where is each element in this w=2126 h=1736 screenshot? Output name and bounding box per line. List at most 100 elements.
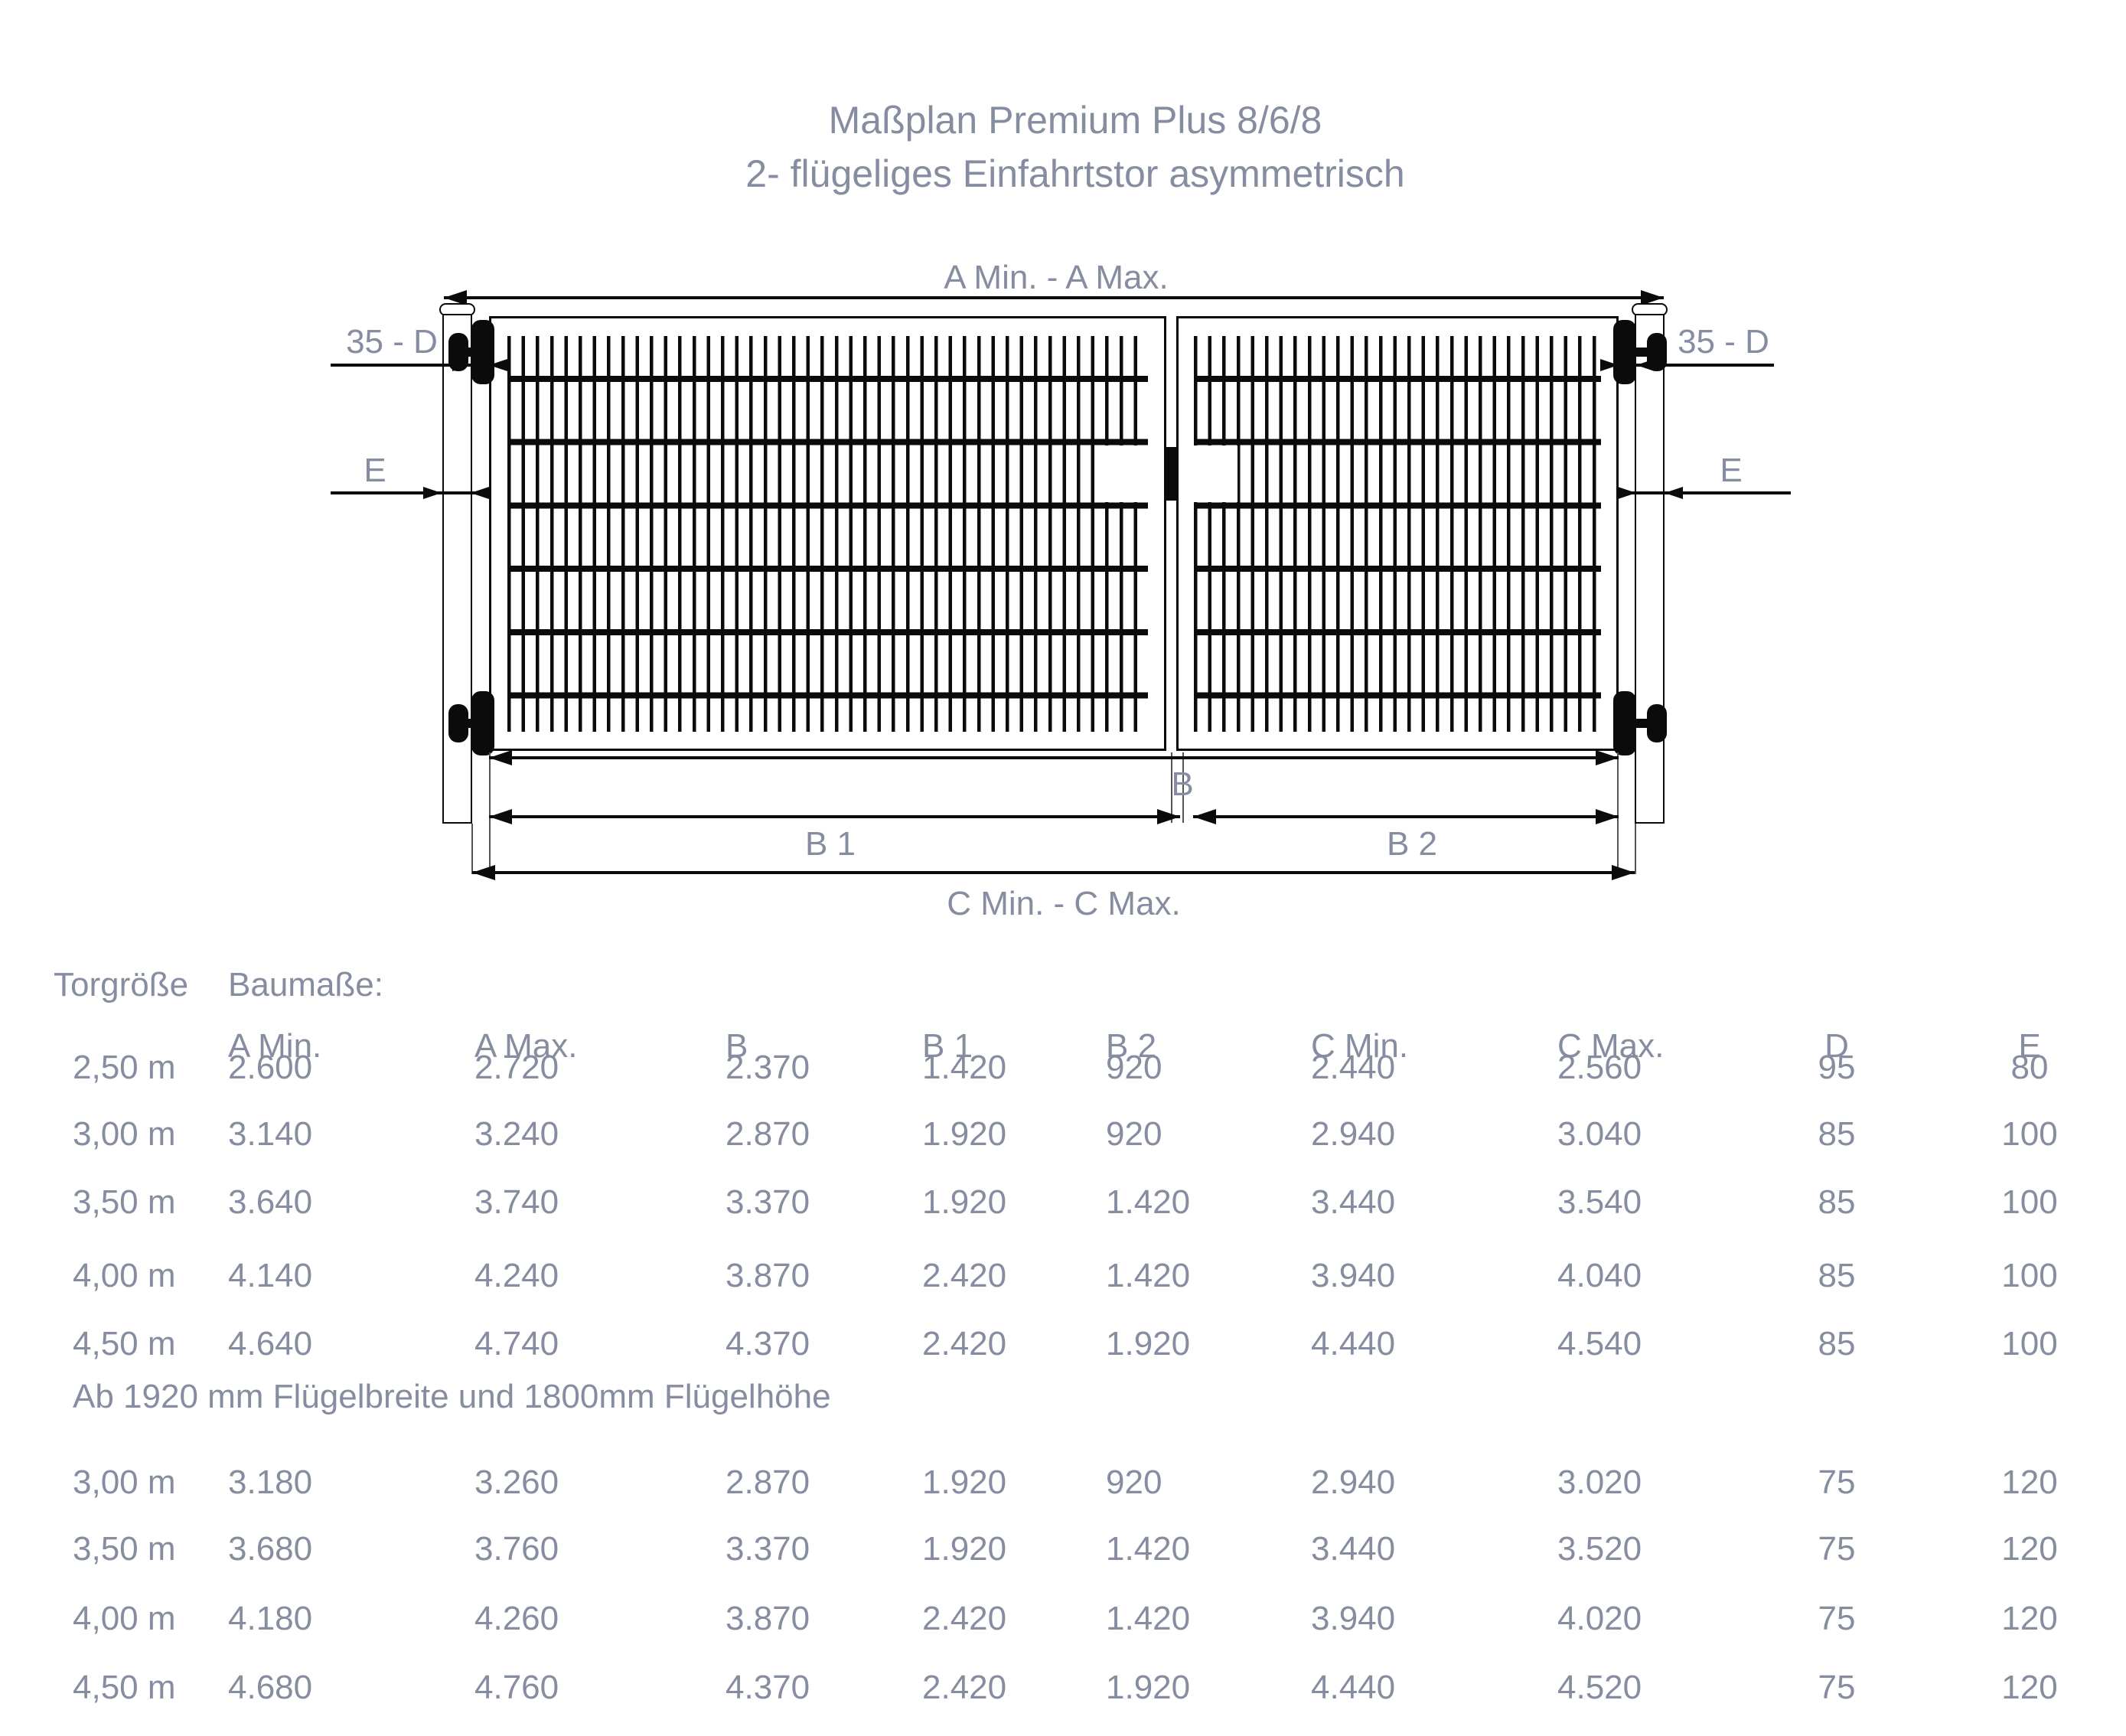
table-value: 4.020 xyxy=(1557,1600,1642,1637)
table-value: 4.440 xyxy=(1311,1669,1396,1706)
table-value: 4.760 xyxy=(474,1669,559,1706)
row-size-label: 4,50 m xyxy=(73,1669,176,1706)
table-value: 4.680 xyxy=(228,1669,313,1706)
dim-line-hinge-left xyxy=(331,364,496,367)
arrowhead-icon xyxy=(1612,865,1635,880)
table-value: 4.370 xyxy=(726,1325,810,1362)
table-value: 2.420 xyxy=(922,1600,1007,1637)
table-value: 1.420 xyxy=(1106,1530,1191,1568)
dim-label-b1: B 1 xyxy=(804,825,856,863)
table-value: 1.420 xyxy=(1106,1257,1191,1294)
gate-diagram: A Min. - A Max. 35 - D xyxy=(331,259,1791,922)
page-title-line2: 2- flügeliges Einfahrtstor asymmetrisch xyxy=(745,152,1405,195)
table-value: 2.940 xyxy=(1311,1115,1396,1153)
table-value: 3.680 xyxy=(228,1530,313,1568)
table-value: 3.640 xyxy=(228,1183,313,1221)
arrowhead-icon xyxy=(1618,487,1636,499)
row-size-label: 4,50 m xyxy=(73,1325,176,1362)
column-header: C Min. xyxy=(1311,1027,1409,1065)
column-header: C Max. xyxy=(1557,1027,1665,1065)
table-value: 1.920 xyxy=(1106,1669,1191,1706)
table-value: 2.370 xyxy=(726,1049,810,1086)
column-header: D xyxy=(1824,1027,1849,1065)
table-value: 920 xyxy=(1106,1049,1162,1086)
row-size-label: 3,00 m xyxy=(73,1464,176,1501)
arrowhead-icon xyxy=(452,359,471,371)
table-value: 1.920 xyxy=(922,1183,1007,1221)
dim-label-b2: B 2 xyxy=(1386,825,1438,863)
lock-cutout-right xyxy=(1194,445,1237,502)
column-header: A Min. xyxy=(228,1027,322,1065)
table-value: 2.440 xyxy=(1311,1049,1396,1086)
arrowhead-icon xyxy=(1596,809,1619,824)
table-value: 3.440 xyxy=(1311,1530,1396,1568)
table-value: 75 xyxy=(1818,1600,1856,1637)
table-value: 2.420 xyxy=(922,1325,1007,1362)
table-value: 3.740 xyxy=(474,1183,559,1221)
dim-label-e-left: E xyxy=(364,452,386,489)
table-value: 4.370 xyxy=(726,1669,810,1706)
hinge-icon xyxy=(471,320,494,384)
table-value: 2.420 xyxy=(922,1669,1007,1706)
table-value: 1.920 xyxy=(922,1464,1007,1501)
extension-line xyxy=(1182,752,1184,823)
table-value: 120 xyxy=(2001,1600,2058,1637)
table-value: 120 xyxy=(2001,1669,2058,1706)
table-value: 85 xyxy=(1818,1183,1856,1221)
dim-line-e-right xyxy=(1630,491,1791,494)
arrowhead-icon xyxy=(489,809,512,824)
table-value: 2.600 xyxy=(228,1049,313,1086)
table-value: 1.420 xyxy=(1106,1183,1191,1221)
table-value: 120 xyxy=(2001,1530,2058,1568)
dim-label-e-right: E xyxy=(1720,452,1743,489)
table-value: 2.940 xyxy=(1311,1464,1396,1501)
table-value: 1.920 xyxy=(922,1530,1007,1568)
gate-mesh-left xyxy=(507,336,1148,732)
dim-line-b2 xyxy=(1193,815,1619,818)
dim-label-a: A Min. - A Max. xyxy=(944,259,1169,296)
hinge-icon xyxy=(448,704,468,742)
table-value: 85 xyxy=(1818,1325,1856,1362)
table-value: 3.940 xyxy=(1311,1600,1396,1637)
table-value: 1.920 xyxy=(1106,1325,1191,1362)
table-value: 100 xyxy=(2001,1325,2058,1362)
lock-cutout-left xyxy=(1104,445,1148,502)
arrowhead-icon xyxy=(1596,750,1619,765)
row-size-label: 2,50 m xyxy=(73,1049,176,1086)
dim-label-c: C Min. - C Max. xyxy=(947,885,1181,922)
hinge-icon xyxy=(1632,348,1652,357)
table-value: 4.040 xyxy=(1557,1257,1642,1294)
table-value: 80 xyxy=(2010,1049,2049,1086)
table-value: 3.440 xyxy=(1311,1183,1396,1221)
row-size-label: 3,50 m xyxy=(73,1183,176,1221)
arrowhead-icon xyxy=(489,750,512,765)
arrowhead-a-right-icon xyxy=(1641,290,1664,305)
table-value: 75 xyxy=(1818,1530,1856,1568)
table-value: 4.440 xyxy=(1311,1325,1396,1362)
column-header: A Max. xyxy=(474,1027,578,1065)
table-group-header-baumasse: Baumaße: xyxy=(228,966,383,1003)
dim-line-b1 xyxy=(489,815,1180,818)
row-size-label: 3,50 m xyxy=(73,1530,176,1568)
table-value: 3.870 xyxy=(726,1600,810,1637)
dim-line-a xyxy=(444,296,1664,299)
table-value: 100 xyxy=(2001,1257,2058,1294)
arrowhead-icon xyxy=(1157,809,1180,824)
table-value: 4.520 xyxy=(1557,1669,1642,1706)
table-value: 3.260 xyxy=(474,1464,559,1501)
dim-line-b xyxy=(489,756,1619,759)
arrowhead-icon xyxy=(489,359,507,371)
table-value: 4.180 xyxy=(228,1600,313,1637)
table-value: 75 xyxy=(1818,1464,1856,1501)
table-value: 3.520 xyxy=(1557,1530,1642,1568)
table-value: 3.370 xyxy=(726,1530,810,1568)
table-value: 3.760 xyxy=(474,1530,559,1568)
table-value: 2.720 xyxy=(474,1049,559,1086)
table-value: 85 xyxy=(1818,1115,1856,1153)
extension-line xyxy=(1171,752,1172,823)
table-value: 100 xyxy=(2001,1115,2058,1153)
table-value: 4.260 xyxy=(474,1600,559,1637)
arrowhead-icon xyxy=(423,487,442,499)
table-group-header-torgroesse: Torgröße xyxy=(54,966,189,1003)
